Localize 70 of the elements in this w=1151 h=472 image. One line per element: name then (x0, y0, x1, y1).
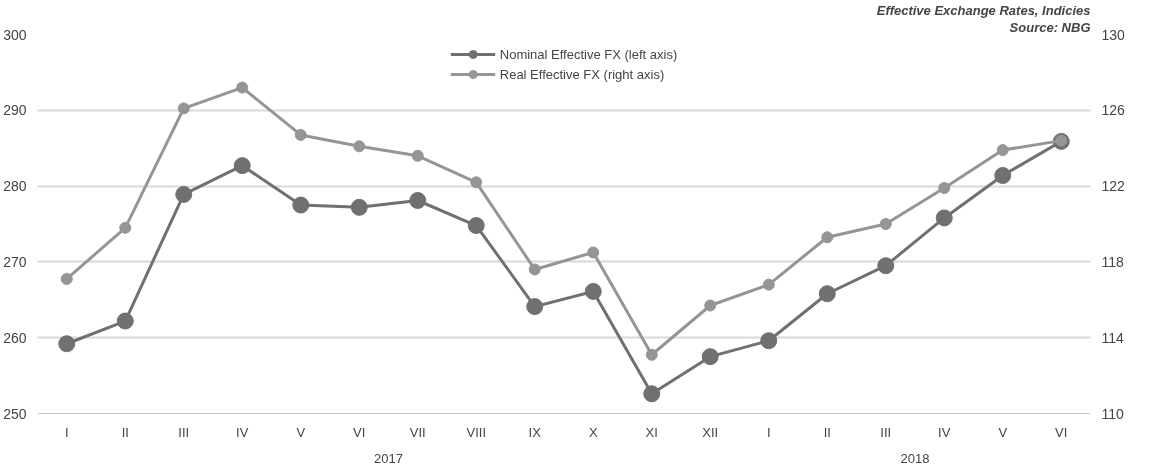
x-tick-label: VI (353, 424, 366, 440)
point (528, 263, 541, 276)
y-tick-label: 280 (3, 178, 27, 195)
y-tick-label: 260 (3, 329, 27, 346)
y2-tick-label: 126 (1101, 102, 1126, 119)
x-tick-label: IV (938, 424, 951, 440)
point (294, 128, 307, 141)
point (877, 257, 895, 275)
point (994, 167, 1012, 184)
point (645, 348, 658, 361)
point (60, 272, 73, 285)
y-tick-label: 250 (3, 405, 27, 422)
point (470, 176, 483, 189)
point (236, 81, 249, 94)
x-tick-label: V (296, 424, 306, 440)
point (177, 102, 190, 115)
chart-title: Effective Exchange Rates, Indicies (876, 2, 1091, 18)
point (116, 312, 134, 330)
point (821, 231, 834, 244)
x-tick-label: XI (645, 424, 658, 440)
y-tick-label: 290 (3, 102, 27, 119)
x-tick-label: V (998, 424, 1008, 440)
point (233, 157, 251, 175)
y2-tick-label: 122 (1101, 178, 1126, 195)
x-tick-label: I (64, 424, 69, 440)
point (587, 246, 600, 259)
x-tick-label: VI (1055, 424, 1068, 440)
x-tick-label: X (588, 424, 598, 440)
y-tick-label: 300 (3, 26, 27, 43)
y-tick-label: 270 (3, 253, 27, 270)
y2-tick-label: 118 (1101, 253, 1125, 270)
point (584, 282, 602, 300)
point (996, 144, 1009, 157)
legend-label: Nominal Effective FX (left axis) (499, 46, 678, 62)
y2-tick-label: 110 (1101, 405, 1125, 422)
point (526, 298, 544, 316)
x-tick-label: IV (236, 424, 249, 440)
point (879, 218, 892, 230)
point (353, 140, 366, 153)
point (409, 192, 427, 209)
point (704, 299, 717, 312)
x-tick-label: VII (409, 424, 426, 440)
point (701, 348, 719, 366)
point (467, 217, 485, 234)
point (175, 185, 193, 203)
x-tick-label: IX (528, 424, 542, 440)
point (119, 221, 132, 234)
x-tick-label: I (766, 424, 771, 440)
point (292, 196, 310, 214)
point (760, 332, 778, 350)
point (935, 209, 953, 227)
point (762, 278, 775, 291)
point (818, 285, 836, 303)
text: 2017 (374, 450, 403, 466)
text: 2018 (900, 450, 930, 466)
point (938, 182, 951, 194)
x-tick-label: II (823, 424, 831, 440)
y2-tick-label: 130 (1101, 26, 1126, 43)
point (350, 198, 368, 216)
point (643, 385, 661, 403)
chart-subtitle: Source: NBG (1009, 19, 1091, 35)
x-tick-label: III (880, 424, 892, 440)
y2-tick-label: 114 (1101, 329, 1125, 346)
point (411, 149, 424, 162)
point (58, 335, 76, 353)
legend-label: Real Effective FX (right axis) (499, 66, 665, 82)
x-tick-label: III (178, 424, 190, 440)
x-tick-label: II (121, 424, 129, 440)
x-tick-label: XII (702, 424, 719, 440)
x-tick-label: VIII (466, 424, 487, 440)
